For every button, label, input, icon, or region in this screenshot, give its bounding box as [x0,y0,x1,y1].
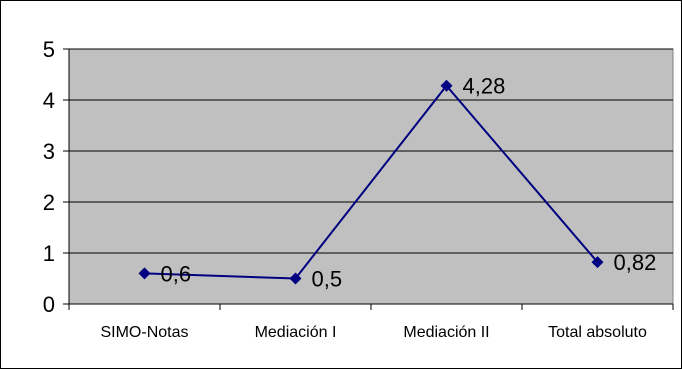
y-tick-label: 0 [43,292,55,317]
data-point-marker [440,79,453,92]
plot-area [68,48,674,305]
data-point-marker [138,267,151,280]
data-label: 0,6 [161,261,192,286]
data-label: 4,28 [463,74,506,99]
y-tick-label: 4 [43,88,55,113]
series-line [144,84,599,280]
x-category-label: Total absoluto [548,324,647,341]
y-tick-label: 5 [43,37,55,62]
data-point-marker [289,272,302,285]
data-point-marker [591,256,604,269]
y-tick-label: 2 [43,190,55,215]
data-label: 0,5 [312,267,343,292]
data-label: 0,82 [614,250,657,275]
y-tick-label: 1 [43,241,55,266]
x-category-label: Mediación II [403,324,489,341]
y-tick-label: 3 [43,139,55,164]
x-category-label: SIMO-Notas [100,324,188,341]
x-category-label: Mediación I [255,324,337,341]
